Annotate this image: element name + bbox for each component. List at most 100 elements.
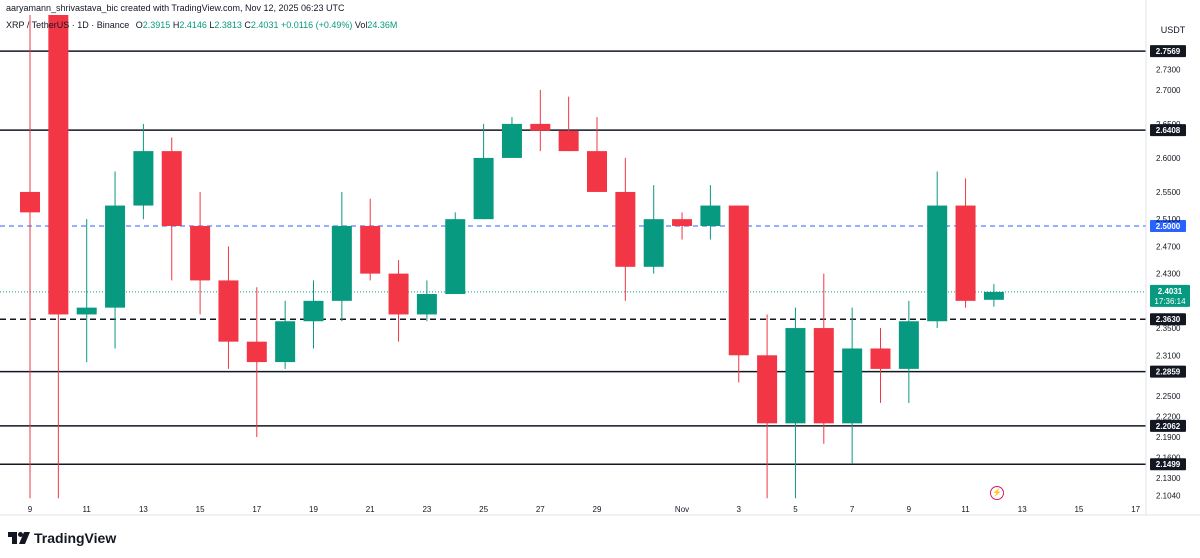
time-tick-label: 17 xyxy=(1131,505,1140,514)
time-tick-label: 7 xyxy=(850,505,855,514)
time-tick-label: 19 xyxy=(309,505,318,514)
time-tick-label: 29 xyxy=(593,505,602,514)
candle[interactable] xyxy=(813,273,834,444)
candle[interactable] xyxy=(700,185,721,240)
candle[interactable] xyxy=(48,15,69,499)
level-price-label: 2.2859 xyxy=(1156,368,1181,377)
candle-body xyxy=(190,225,211,281)
volume-value: 24.36M xyxy=(367,20,398,30)
candle[interactable] xyxy=(728,205,749,383)
price-tick-label: 2.2200 xyxy=(1156,413,1181,422)
price-tick-label: 2.4700 xyxy=(1156,242,1181,251)
candle-body xyxy=(615,191,636,267)
candle-body xyxy=(842,348,863,424)
candle-body xyxy=(728,205,749,356)
candle[interactable] xyxy=(927,171,948,329)
price-tick-label: 2.1300 xyxy=(1156,474,1181,483)
candle[interactable] xyxy=(983,284,1004,307)
candle-body xyxy=(246,341,267,363)
price-axis[interactable]: 2.7300 2.7000 2.6500 2.6000 2.5500 2.5100 2.47… xyxy=(0,0,1200,516)
candle-body xyxy=(20,191,40,213)
level-price-tag xyxy=(1150,45,1186,58)
chart-credit: aaryamann_shrivastava_bic created with T… xyxy=(6,3,345,13)
price-tick-label: 2.6000 xyxy=(1156,154,1181,163)
candle-body xyxy=(445,219,466,295)
candle-body xyxy=(133,151,154,206)
candle-body xyxy=(303,300,324,322)
candle[interactable] xyxy=(558,96,579,152)
candle[interactable] xyxy=(445,212,466,295)
price-tick-label: 2.3100 xyxy=(1156,351,1181,360)
symbol-title[interactable]: XRP / TetherUS · 1D · Binance xyxy=(6,20,130,30)
time-tick-label: 15 xyxy=(196,505,205,514)
time-tick-label: 11 xyxy=(83,505,92,514)
time-tick-label: 9 xyxy=(907,505,912,514)
candle-body xyxy=(785,328,806,424)
time-axis[interactable]: 9 11 13 15 17 19 21 23 25 27 29 Nov 3 5 7 9 11 13 15 17 xyxy=(28,505,1141,514)
candle-body xyxy=(983,291,1004,300)
candle[interactable] xyxy=(190,191,211,315)
time-tick-label: 27 xyxy=(536,505,545,514)
candle-body xyxy=(700,205,721,226)
time-tick-label: 21 xyxy=(366,505,375,514)
last-price-label: 2.4031 xyxy=(1158,287,1183,296)
candle[interactable] xyxy=(898,300,919,403)
close-value: 2.4031 xyxy=(250,20,279,30)
candlesticks xyxy=(20,15,1004,499)
time-tick-label: 5 xyxy=(793,505,798,514)
time-tick-label: 3 xyxy=(737,505,742,514)
candle[interactable] xyxy=(530,89,551,152)
candle[interactable] xyxy=(955,178,976,308)
candle[interactable] xyxy=(133,123,154,220)
time-tick-label: 13 xyxy=(1018,505,1027,514)
candle[interactable] xyxy=(275,300,296,369)
level-price-tag xyxy=(1150,124,1186,137)
candle[interactable] xyxy=(757,314,778,499)
symbol-legend: XRP / TetherUS · 1D · Binance O2.3915 H2… xyxy=(6,20,397,30)
close-label: C xyxy=(244,20,251,30)
candle[interactable] xyxy=(870,328,891,403)
candle[interactable] xyxy=(303,280,324,349)
candle-body xyxy=(473,157,494,220)
candle[interactable] xyxy=(416,280,437,322)
candle-body xyxy=(757,355,778,424)
candle[interactable] xyxy=(161,137,182,281)
low-value: 2.3813 xyxy=(214,20,242,30)
candle[interactable] xyxy=(842,307,863,465)
candle-body xyxy=(416,294,437,315)
candle[interactable] xyxy=(331,191,352,322)
candle[interactable] xyxy=(672,212,693,240)
flash-icon[interactable]: ⚡ xyxy=(990,486,1004,500)
candle[interactable] xyxy=(473,123,494,220)
candle[interactable] xyxy=(388,260,409,342)
candle[interactable] xyxy=(615,157,636,301)
candle-body xyxy=(870,348,891,369)
candle[interactable] xyxy=(218,246,239,369)
high-value: 2.4146 xyxy=(179,20,207,30)
horizontal-levels: 2.7569 2.6408 2.5000 2.3630 2.2859 2.2062 2.14… xyxy=(0,45,1190,471)
candle-body xyxy=(587,151,607,192)
candle[interactable] xyxy=(20,15,40,499)
level-price-label: 2.5000 xyxy=(1156,222,1181,231)
open-value: 2.3915 xyxy=(142,20,171,30)
candle-body xyxy=(898,321,919,369)
candle[interactable] xyxy=(76,219,97,363)
candle[interactable] xyxy=(105,171,126,349)
time-tick-label: 15 xyxy=(1074,505,1083,514)
open-label: O xyxy=(135,20,143,30)
currency-label[interactable]: USDT xyxy=(1160,25,1186,35)
candle-body xyxy=(161,151,182,226)
level-price-tag xyxy=(1150,365,1186,378)
candle[interactable] xyxy=(246,287,267,437)
price-tick-label: 2.5100 xyxy=(1156,215,1181,224)
candle[interactable] xyxy=(785,307,806,499)
price-tick-label: 2.7000 xyxy=(1156,86,1181,95)
candle[interactable] xyxy=(360,198,381,281)
candle[interactable] xyxy=(643,185,664,274)
candle-body xyxy=(388,273,409,315)
candle[interactable] xyxy=(587,117,607,192)
price-tick-label: 2.7300 xyxy=(1156,65,1181,74)
candle-body xyxy=(643,219,664,267)
candle[interactable] xyxy=(501,117,522,158)
